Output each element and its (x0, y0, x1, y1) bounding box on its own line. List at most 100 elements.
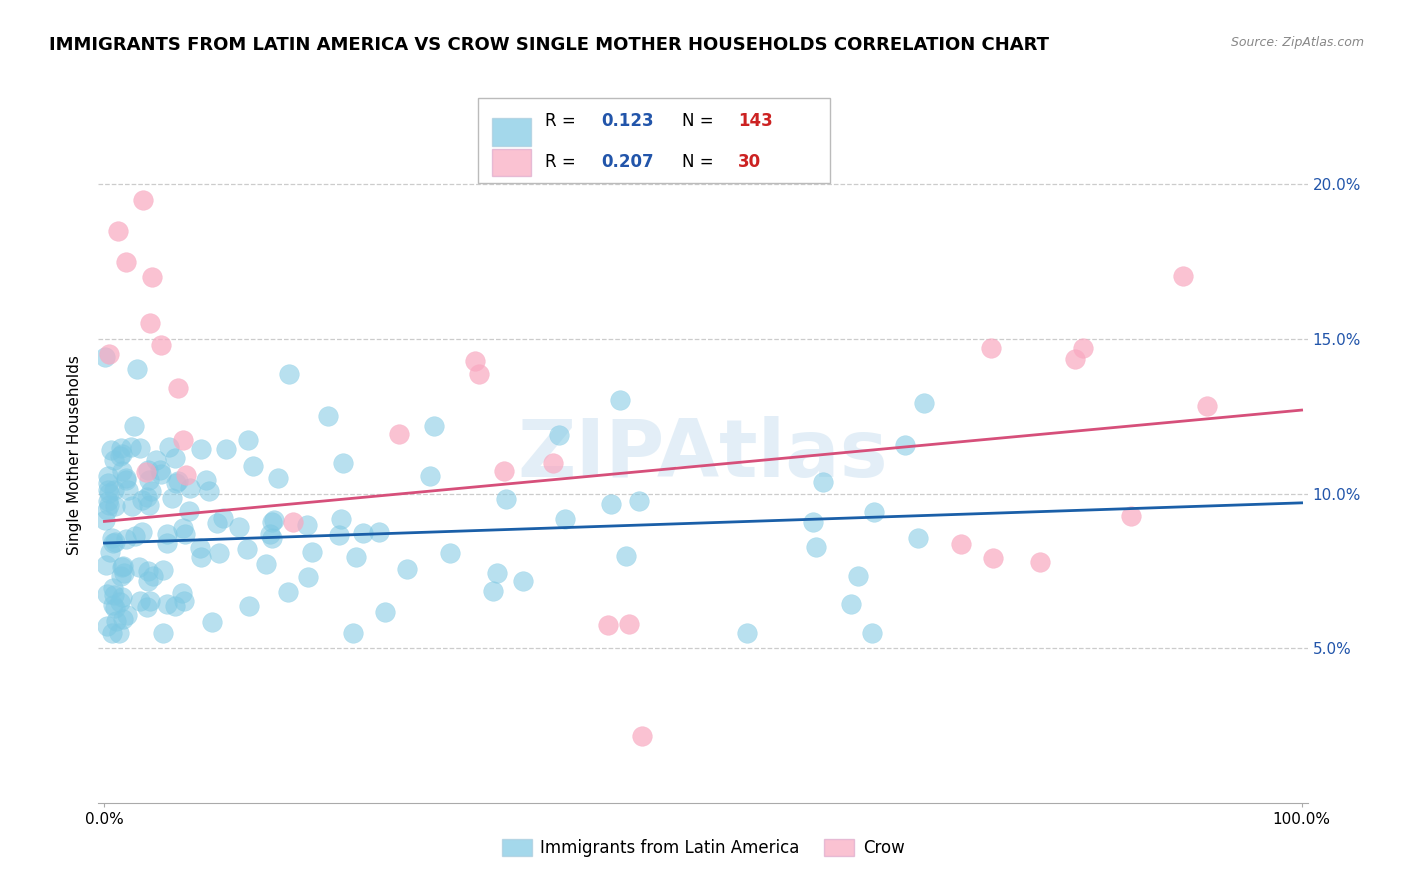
Legend: Immigrants from Latin America, Crow: Immigrants from Latin America, Crow (495, 832, 911, 864)
Point (136, 491, 159, 505)
Point (138, 473, 160, 487)
Point (172, 521, 194, 535)
Point (188, 541, 211, 556)
Point (262, 531, 284, 545)
Point (121, 500, 143, 514)
Point (152, 625, 174, 640)
Point (254, 557, 277, 571)
Point (111, 464, 134, 478)
Point (107, 224, 129, 238)
Text: R =: R = (546, 153, 575, 170)
Point (110, 441, 132, 455)
Point (96, 483, 118, 497)
Point (160, 491, 183, 505)
Point (167, 474, 190, 488)
Point (839, 598, 862, 612)
Point (468, 367, 491, 381)
Point (156, 597, 179, 611)
Point (201, 615, 224, 630)
Point (96, 619, 118, 633)
Point (228, 519, 250, 533)
Point (138, 498, 160, 512)
Point (1064, 351, 1087, 366)
Point (98, 545, 121, 559)
Point (98, 498, 121, 512)
Point (101, 535, 124, 549)
Point (104, 614, 127, 628)
Point (135, 465, 157, 479)
Point (122, 419, 145, 434)
Point (495, 492, 517, 507)
Point (387, 426, 409, 441)
Text: 0.123: 0.123 (602, 112, 654, 130)
Text: N =: N = (682, 153, 713, 170)
Point (111, 447, 134, 461)
Point (152, 563, 174, 577)
Point (212, 511, 235, 525)
Point (96, 503, 118, 517)
Point (141, 484, 163, 499)
Point (149, 338, 172, 352)
Text: Source: ZipAtlas.com: Source: ZipAtlas.com (1230, 36, 1364, 49)
Point (127, 362, 149, 376)
Point (114, 533, 136, 547)
Text: R =: R = (546, 112, 575, 130)
Point (108, 594, 131, 608)
Point (190, 442, 212, 457)
Point (157, 440, 180, 454)
Point (174, 467, 197, 482)
Point (1195, 399, 1218, 413)
Point (195, 473, 218, 487)
Point (108, 449, 131, 463)
Point (97, 469, 120, 483)
Point (860, 625, 883, 640)
Point (238, 599, 260, 613)
Point (598, 617, 620, 632)
Point (114, 254, 136, 268)
Point (115, 473, 138, 487)
Point (332, 456, 354, 470)
Point (609, 393, 631, 408)
Point (352, 526, 374, 541)
FancyBboxPatch shape (478, 98, 830, 183)
Point (97, 493, 120, 508)
Point (205, 516, 228, 531)
Text: N =: N = (682, 112, 713, 130)
Point (368, 525, 391, 540)
Point (464, 354, 486, 368)
Point (170, 586, 193, 600)
Point (949, 537, 972, 551)
Point (174, 527, 197, 541)
Point (104, 535, 127, 549)
Point (131, 193, 153, 207)
Point (156, 536, 179, 550)
Point (328, 527, 350, 541)
Point (165, 451, 187, 466)
Point (173, 593, 195, 607)
Point (94, 558, 117, 572)
Point (907, 532, 929, 546)
Point (110, 569, 132, 583)
Point (631, 729, 654, 743)
Point (142, 569, 165, 583)
Point (131, 492, 153, 507)
Point (129, 441, 152, 455)
Point (103, 589, 125, 603)
Point (198, 484, 221, 499)
Point (863, 505, 886, 519)
Point (145, 453, 167, 467)
Point (801, 515, 824, 529)
Point (97, 486, 120, 500)
Point (1029, 555, 1052, 569)
Point (628, 493, 651, 508)
Point (374, 605, 396, 619)
Point (165, 475, 187, 490)
Point (1071, 341, 1094, 355)
Point (492, 464, 515, 478)
Point (179, 481, 201, 495)
Point (846, 569, 869, 583)
Point (136, 599, 159, 614)
Point (112, 612, 135, 626)
Point (894, 438, 917, 452)
Text: 30: 30 (738, 153, 761, 170)
